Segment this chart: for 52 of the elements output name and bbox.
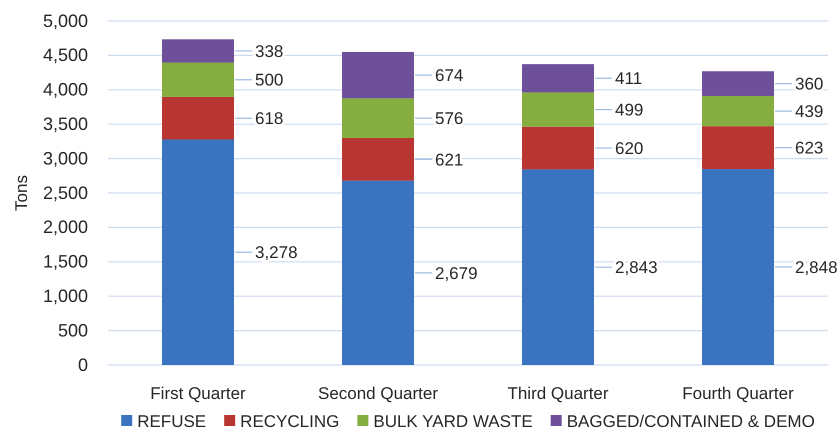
bar xyxy=(162,62,234,97)
x-tick-label: Third Quarter xyxy=(507,384,609,403)
y-tick-label: 1,000 xyxy=(42,286,88,306)
data-label: 3,278 xyxy=(255,243,298,262)
bar xyxy=(522,64,594,92)
bar xyxy=(162,96,234,140)
y-tick-label: 4,000 xyxy=(42,80,88,100)
data-label: 620 xyxy=(615,139,644,158)
bar xyxy=(162,39,234,63)
bar xyxy=(342,138,414,181)
y-axis-title: Tons xyxy=(12,175,31,211)
bar xyxy=(702,96,774,126)
bar xyxy=(342,180,414,365)
data-label: 623 xyxy=(795,138,824,158)
x-tick-label: Second Quarter xyxy=(318,384,438,403)
x-tick-label: Fourth Quarter xyxy=(682,384,794,403)
legend-label: RECYCLING xyxy=(240,412,340,431)
y-tick-label: 3,500 xyxy=(42,114,88,134)
data-label: 499 xyxy=(615,100,644,120)
bar xyxy=(702,71,774,96)
bar xyxy=(162,139,234,365)
x-tick-label: First Quarter xyxy=(150,384,246,403)
data-label: 360 xyxy=(795,74,824,94)
data-label: 500 xyxy=(255,70,284,90)
legend-label: BULK YARD WASTE xyxy=(373,412,533,431)
bar xyxy=(702,126,774,170)
y-tick-label: 2,500 xyxy=(42,182,88,203)
y-tick-label: 4,500 xyxy=(42,45,88,66)
y-tick-label: 1,500 xyxy=(42,252,88,272)
bar xyxy=(522,169,594,365)
data-label: 674 xyxy=(435,66,464,86)
data-label: 439 xyxy=(795,102,824,122)
data-label: 338 xyxy=(255,42,284,61)
bar xyxy=(522,126,594,170)
y-tick-label: 3,000 xyxy=(42,148,88,168)
data-label: 576 xyxy=(435,109,464,128)
y-tick-label: 2,000 xyxy=(42,217,88,238)
legend-label: REFUSE xyxy=(137,412,206,431)
y-tick-label: 5,000 xyxy=(42,10,88,31)
data-label: 2,679 xyxy=(435,264,478,283)
data-label: 618 xyxy=(255,109,284,128)
data-label: 2,848 xyxy=(795,258,838,277)
data-label: 2,843 xyxy=(615,258,658,278)
bar xyxy=(342,98,414,138)
data-label: 411 xyxy=(615,69,642,88)
y-tick-label: 0 xyxy=(78,354,88,375)
bar xyxy=(522,92,594,127)
bar xyxy=(702,169,774,365)
bar xyxy=(342,52,414,98)
y-tick-label: 500 xyxy=(58,320,88,340)
legend-label: BAGGED/CONTAINED & DEMO xyxy=(566,412,815,431)
data-label: 621 xyxy=(435,150,464,170)
